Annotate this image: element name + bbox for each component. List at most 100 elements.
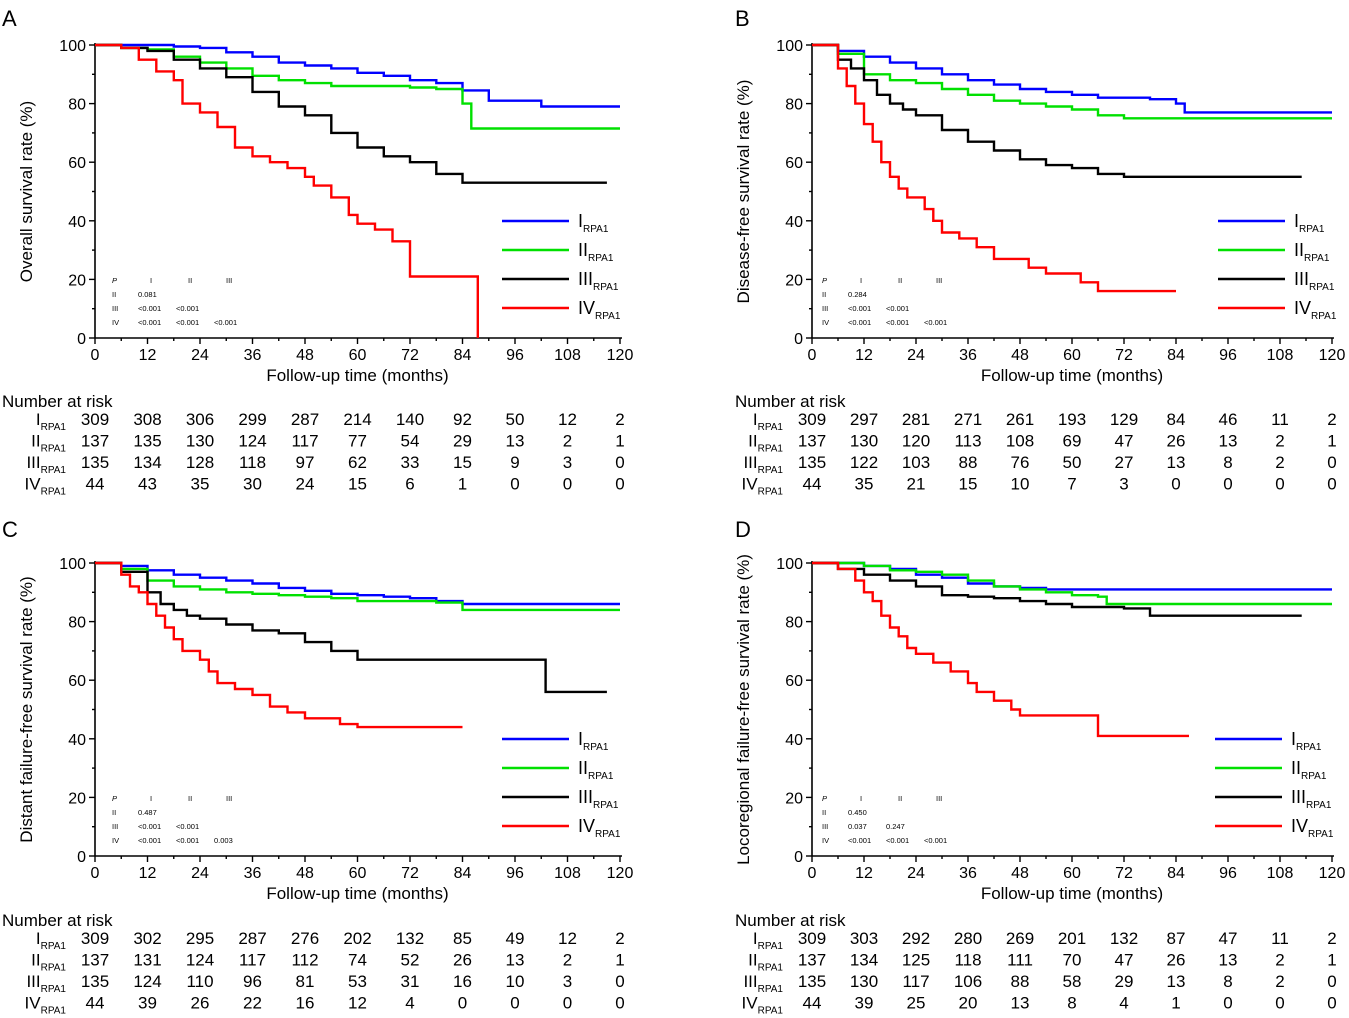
x-tick-label: 0 (808, 865, 817, 882)
pvalue-row-label: IV (112, 836, 119, 845)
legend-label-i: IRPA1 (578, 729, 609, 753)
risk-count: 1 (1171, 994, 1180, 1013)
x-tick-label: 0 (808, 347, 817, 364)
pvalue-cell: <0.001 (848, 836, 871, 845)
km-curve-iii (812, 43, 1302, 178)
y-tick-label: 60 (68, 155, 86, 172)
pvalue-header: P (822, 794, 827, 803)
risk-count: 122 (850, 453, 878, 472)
pvalue-row-label: IV (822, 836, 829, 845)
panel-label: C (2, 517, 18, 542)
risk-count: 46 (1219, 410, 1238, 429)
risk-count: 13 (1167, 453, 1186, 472)
risk-count: 0 (1275, 994, 1284, 1013)
km-curve-ii (95, 561, 620, 612)
risk-count: 1 (615, 432, 624, 451)
risk-count: 135 (798, 453, 826, 472)
risk-count: 306 (186, 410, 214, 429)
risk-count: 271 (954, 410, 982, 429)
risk-count: 13 (506, 432, 525, 451)
pvalue-cell: 0.284 (848, 290, 867, 299)
risk-count: 7 (1067, 475, 1076, 494)
risk-row-label-ii: IIRPA1 (31, 432, 66, 455)
risk-count: 85 (453, 929, 472, 948)
risk-count: 21 (907, 475, 926, 494)
risk-title: Number at risk (2, 392, 113, 411)
x-tick-label: 48 (1011, 865, 1029, 882)
risk-count: 26 (1167, 432, 1186, 451)
risk-count: 106 (954, 972, 982, 991)
risk-count: 1 (615, 951, 624, 970)
risk-count: 2 (1275, 972, 1284, 991)
risk-row-label-iii: IIIRPA1 (743, 972, 783, 995)
legend-label-ii: IIRPA1 (578, 240, 614, 264)
legend-label-ii: IIRPA1 (1294, 240, 1330, 264)
risk-count: 201 (1058, 929, 1086, 948)
risk-count: 24 (296, 475, 315, 494)
km-curve-iii (812, 561, 1302, 617)
risk-count: 299 (238, 410, 266, 429)
panel-label: A (2, 6, 17, 31)
x-tick-label: 12 (855, 865, 873, 882)
risk-count: 43 (138, 475, 157, 494)
y-tick-label: 100 (59, 38, 86, 55)
risk-count: 292 (902, 929, 930, 948)
pvalue-row-label: III (822, 304, 828, 313)
risk-count: 132 (396, 929, 424, 948)
pvalue-cell: <0.001 (214, 318, 237, 327)
risk-count: 1 (1327, 432, 1336, 451)
risk-count: 87 (1167, 929, 1186, 948)
risk-count: 309 (798, 410, 826, 429)
risk-count: 0 (510, 994, 519, 1013)
risk-count: 103 (902, 453, 930, 472)
risk-count: 309 (81, 410, 109, 429)
pvalue-cell: <0.001 (138, 822, 161, 831)
risk-count: 10 (1011, 475, 1030, 494)
x-tick-label: 72 (1115, 865, 1133, 882)
x-tick-label: 120 (1319, 347, 1346, 364)
km-curve-iv (95, 561, 463, 729)
risk-count: 49 (506, 929, 525, 948)
x-tick-label: 84 (454, 347, 472, 364)
risk-count: 261 (1006, 410, 1034, 429)
x-tick-label: 24 (191, 347, 209, 364)
y-tick-label: 0 (77, 331, 86, 348)
risk-count: 30 (243, 475, 262, 494)
risk-count: 47 (1219, 929, 1238, 948)
risk-count: 39 (855, 994, 874, 1013)
risk-count: 88 (1011, 972, 1030, 991)
risk-count: 12 (558, 410, 577, 429)
pvalue-row-label: II (112, 808, 116, 817)
legend-label-iii: IIIRPA1 (1294, 269, 1335, 293)
pvalue-row-label: III (112, 304, 118, 313)
risk-count: 117 (902, 972, 929, 991)
risk-count: 118 (954, 951, 981, 970)
y-tick-label: 20 (68, 272, 86, 289)
x-tick-label: 72 (1115, 347, 1133, 364)
pvalue-row-label: III (822, 822, 828, 831)
risk-count: 132 (1110, 929, 1138, 948)
y-tick-label: 100 (776, 38, 803, 55)
pvalue-row-label: IV (822, 318, 829, 327)
risk-count: 47 (1115, 951, 1134, 970)
x-tick-label: 0 (91, 865, 100, 882)
km-curve-iv (95, 43, 479, 338)
risk-count: 29 (453, 432, 472, 451)
pvalue-header: III (226, 276, 232, 285)
risk-count: 8 (1223, 972, 1232, 991)
risk-count: 97 (296, 453, 315, 472)
pvalue-header: I (150, 794, 152, 803)
risk-count: 50 (506, 410, 525, 429)
risk-count: 303 (850, 929, 878, 948)
y-tick-label: 60 (785, 673, 803, 690)
risk-count: 295 (186, 929, 214, 948)
risk-count: 1 (458, 475, 467, 494)
x-axis-label: Follow-up time (months) (981, 366, 1163, 385)
risk-count: 10 (506, 972, 525, 991)
risk-row-label-i: IRPA1 (36, 929, 67, 952)
risk-count: 9 (510, 453, 519, 472)
pvalue-cell: <0.001 (924, 318, 947, 327)
risk-row-label-ii: IIRPA1 (748, 432, 783, 455)
risk-count: 2 (615, 929, 624, 948)
